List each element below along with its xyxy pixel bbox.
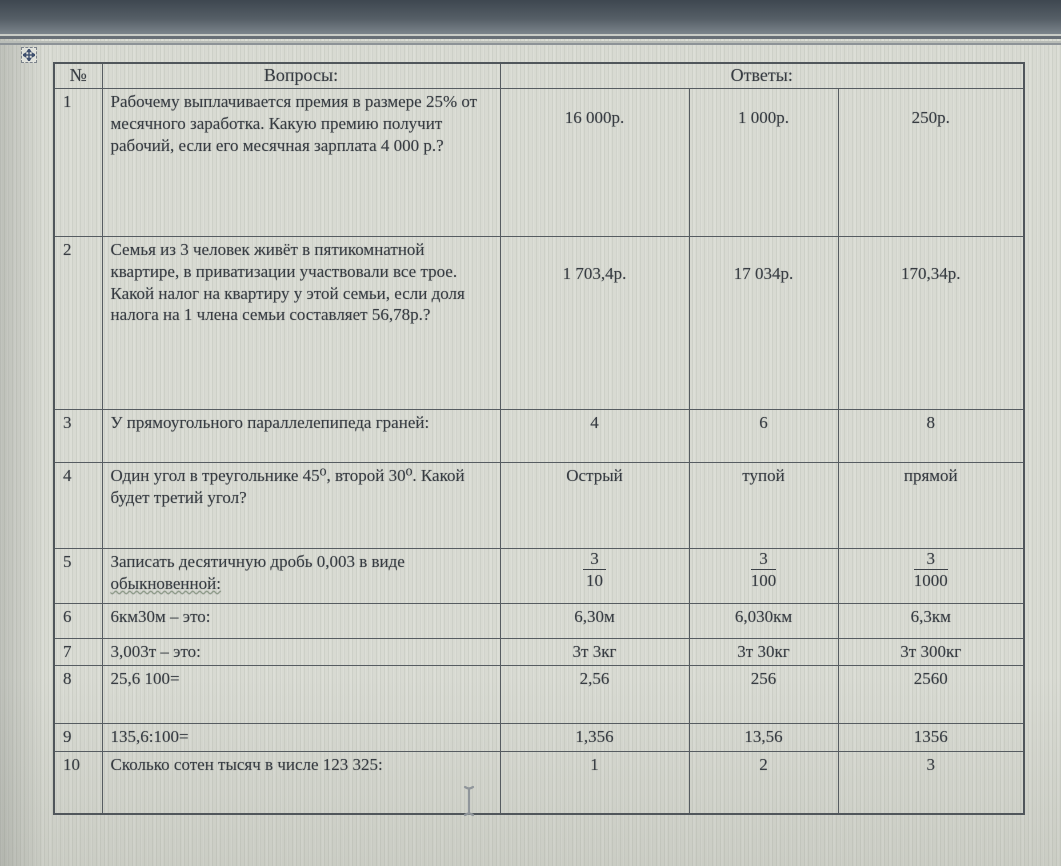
- answer-cell[interactable]: 3: [837, 751, 1025, 814]
- quiz-table: № Вопросы: Ответы: 1 Рабочему выплачивает…: [53, 62, 1026, 815]
- table-row: 5 Записать десятичную дробь 0,003 в виде …: [53, 548, 1025, 604]
- fraction-numerator: 3: [583, 550, 606, 570]
- answer-cell[interactable]: 4: [499, 409, 690, 463]
- fraction-denominator: 1000: [913, 570, 948, 590]
- answer-cell[interactable]: 1: [499, 751, 690, 814]
- answer-cell[interactable]: Острый: [499, 462, 690, 549]
- fraction-denominator: 10: [586, 570, 603, 590]
- question-cell[interactable]: У прямоугольного параллелепипеда граней:: [101, 409, 501, 463]
- row-number-cell[interactable]: 7: [53, 638, 103, 666]
- answer-cell[interactable]: 3 10: [499, 548, 690, 604]
- quiz-table-body: 1 Рабочему выплачивается премия в размере…: [53, 88, 1025, 814]
- screen-edge-line: [0, 34, 1061, 36]
- row-number-cell[interactable]: 1: [53, 88, 103, 237]
- answer-cell[interactable]: 2560: [837, 665, 1025, 724]
- table-row: 9 135,6:100= 1,356 13,56 1356: [53, 723, 1025, 752]
- row-number-cell[interactable]: 5: [53, 548, 103, 604]
- answer-cell[interactable]: 6,3км: [837, 603, 1025, 639]
- text-ibeam-cursor: [461, 785, 477, 817]
- answer-cell[interactable]: 1 000р.: [688, 88, 839, 237]
- screen-edge-line: [0, 36, 1061, 39]
- fraction-denominator: 100: [750, 570, 777, 590]
- screen-top-bezel: [0, 0, 1061, 34]
- row-number-cell[interactable]: 9: [53, 723, 103, 752]
- answer-cell[interactable]: 6,030км: [688, 603, 839, 639]
- row-number-cell[interactable]: 6: [53, 603, 103, 639]
- header-number-cell[interactable]: №: [53, 62, 103, 89]
- screen-edge-line: [0, 41, 1061, 43]
- table-row: 10 Сколько сотен тысяч в числе 123 325: 1 2…: [53, 751, 1025, 814]
- fraction: 3 1000: [913, 550, 948, 591]
- table-row: 2 Семья из 3 человек живёт в пятикомнатно…: [53, 236, 1025, 410]
- row-number-cell[interactable]: 10: [53, 751, 103, 814]
- answer-cell[interactable]: 8: [837, 409, 1025, 463]
- question-cell[interactable]: Сколько сотен тысяч в числе 123 325:: [101, 751, 501, 814]
- fraction-numerator: 3: [750, 550, 777, 570]
- answer-cell[interactable]: 2,56: [499, 665, 690, 724]
- table-row: 4 Один угол в треугольнике 45⁰, второй 30…: [53, 462, 1025, 549]
- answer-cell[interactable]: 1356: [837, 723, 1025, 752]
- answer-cell[interactable]: тупой: [688, 462, 839, 549]
- answer-cell[interactable]: 17 034р.: [688, 236, 839, 410]
- header-answers-cell[interactable]: Ответы:: [499, 62, 1025, 89]
- row-number-cell[interactable]: 8: [53, 665, 103, 724]
- answer-cell[interactable]: 256: [688, 665, 839, 724]
- spellcheck-underlined-text: обыкновенной:: [110, 573, 221, 593]
- table-move-handle-icon[interactable]: [21, 47, 37, 63]
- question-cell[interactable]: Один угол в треугольнике 45⁰, второй 30⁰…: [101, 462, 501, 549]
- answer-cell[interactable]: 3т 30кг: [688, 638, 839, 666]
- answer-cell[interactable]: 3 100: [688, 548, 839, 604]
- answer-cell[interactable]: 3т 3кг: [499, 638, 690, 666]
- fraction: 3 10: [583, 550, 606, 591]
- fraction: 3 100: [750, 550, 777, 591]
- question-cell[interactable]: Записать десятичную дробь 0,003 в виде о…: [101, 548, 501, 604]
- answer-cell[interactable]: 6: [688, 409, 839, 463]
- question-cell[interactable]: 25,6 100=: [101, 665, 501, 724]
- answer-cell[interactable]: прямой: [837, 462, 1025, 549]
- table-row: 1 Рабочему выплачивается премия в размере…: [53, 88, 1025, 237]
- table-row: 7 3,003т – это: 3т 3кг 3т 30кг 3т 300кг: [53, 638, 1025, 666]
- answer-cell[interactable]: 3 1000: [837, 548, 1025, 604]
- row-number-cell[interactable]: 4: [53, 462, 103, 549]
- answer-cell[interactable]: 2: [688, 751, 839, 814]
- answer-cell[interactable]: 1 703,4р.: [499, 236, 690, 410]
- answer-cell[interactable]: 13,56: [688, 723, 839, 752]
- answer-cell[interactable]: 250р.: [837, 88, 1025, 237]
- answer-cell[interactable]: 3т 300кг: [837, 638, 1025, 666]
- question-cell[interactable]: 135,6:100=: [101, 723, 501, 752]
- row-number-cell[interactable]: 2: [53, 236, 103, 410]
- question-cell[interactable]: Семья из 3 человек живёт в пятикомнатной…: [101, 236, 501, 410]
- table-header-row: № Вопросы: Ответы:: [53, 62, 1025, 89]
- question-cell[interactable]: 6км30м – это:: [101, 603, 501, 639]
- table-row: 6 6км30м – это: 6,30м 6,030км 6,3км: [53, 603, 1025, 639]
- answer-cell[interactable]: 16 000р.: [499, 88, 690, 237]
- question-cell[interactable]: Рабочему выплачивается премия в размере …: [101, 88, 501, 237]
- answer-cell[interactable]: 6,30м: [499, 603, 690, 639]
- header-questions-cell[interactable]: Вопросы:: [101, 62, 501, 89]
- answer-cell[interactable]: 1,356: [499, 723, 690, 752]
- fraction-numerator: 3: [913, 550, 948, 570]
- question-cell[interactable]: 3,003т – это:: [101, 638, 501, 666]
- answer-cell[interactable]: 170,34р.: [837, 236, 1025, 410]
- screen-edge-line: [0, 43, 1061, 45]
- table-row: 8 25,6 100= 2,56 256 2560: [53, 665, 1025, 724]
- four-way-arrow-icon: [23, 49, 35, 61]
- row-number-cell[interactable]: 3: [53, 409, 103, 463]
